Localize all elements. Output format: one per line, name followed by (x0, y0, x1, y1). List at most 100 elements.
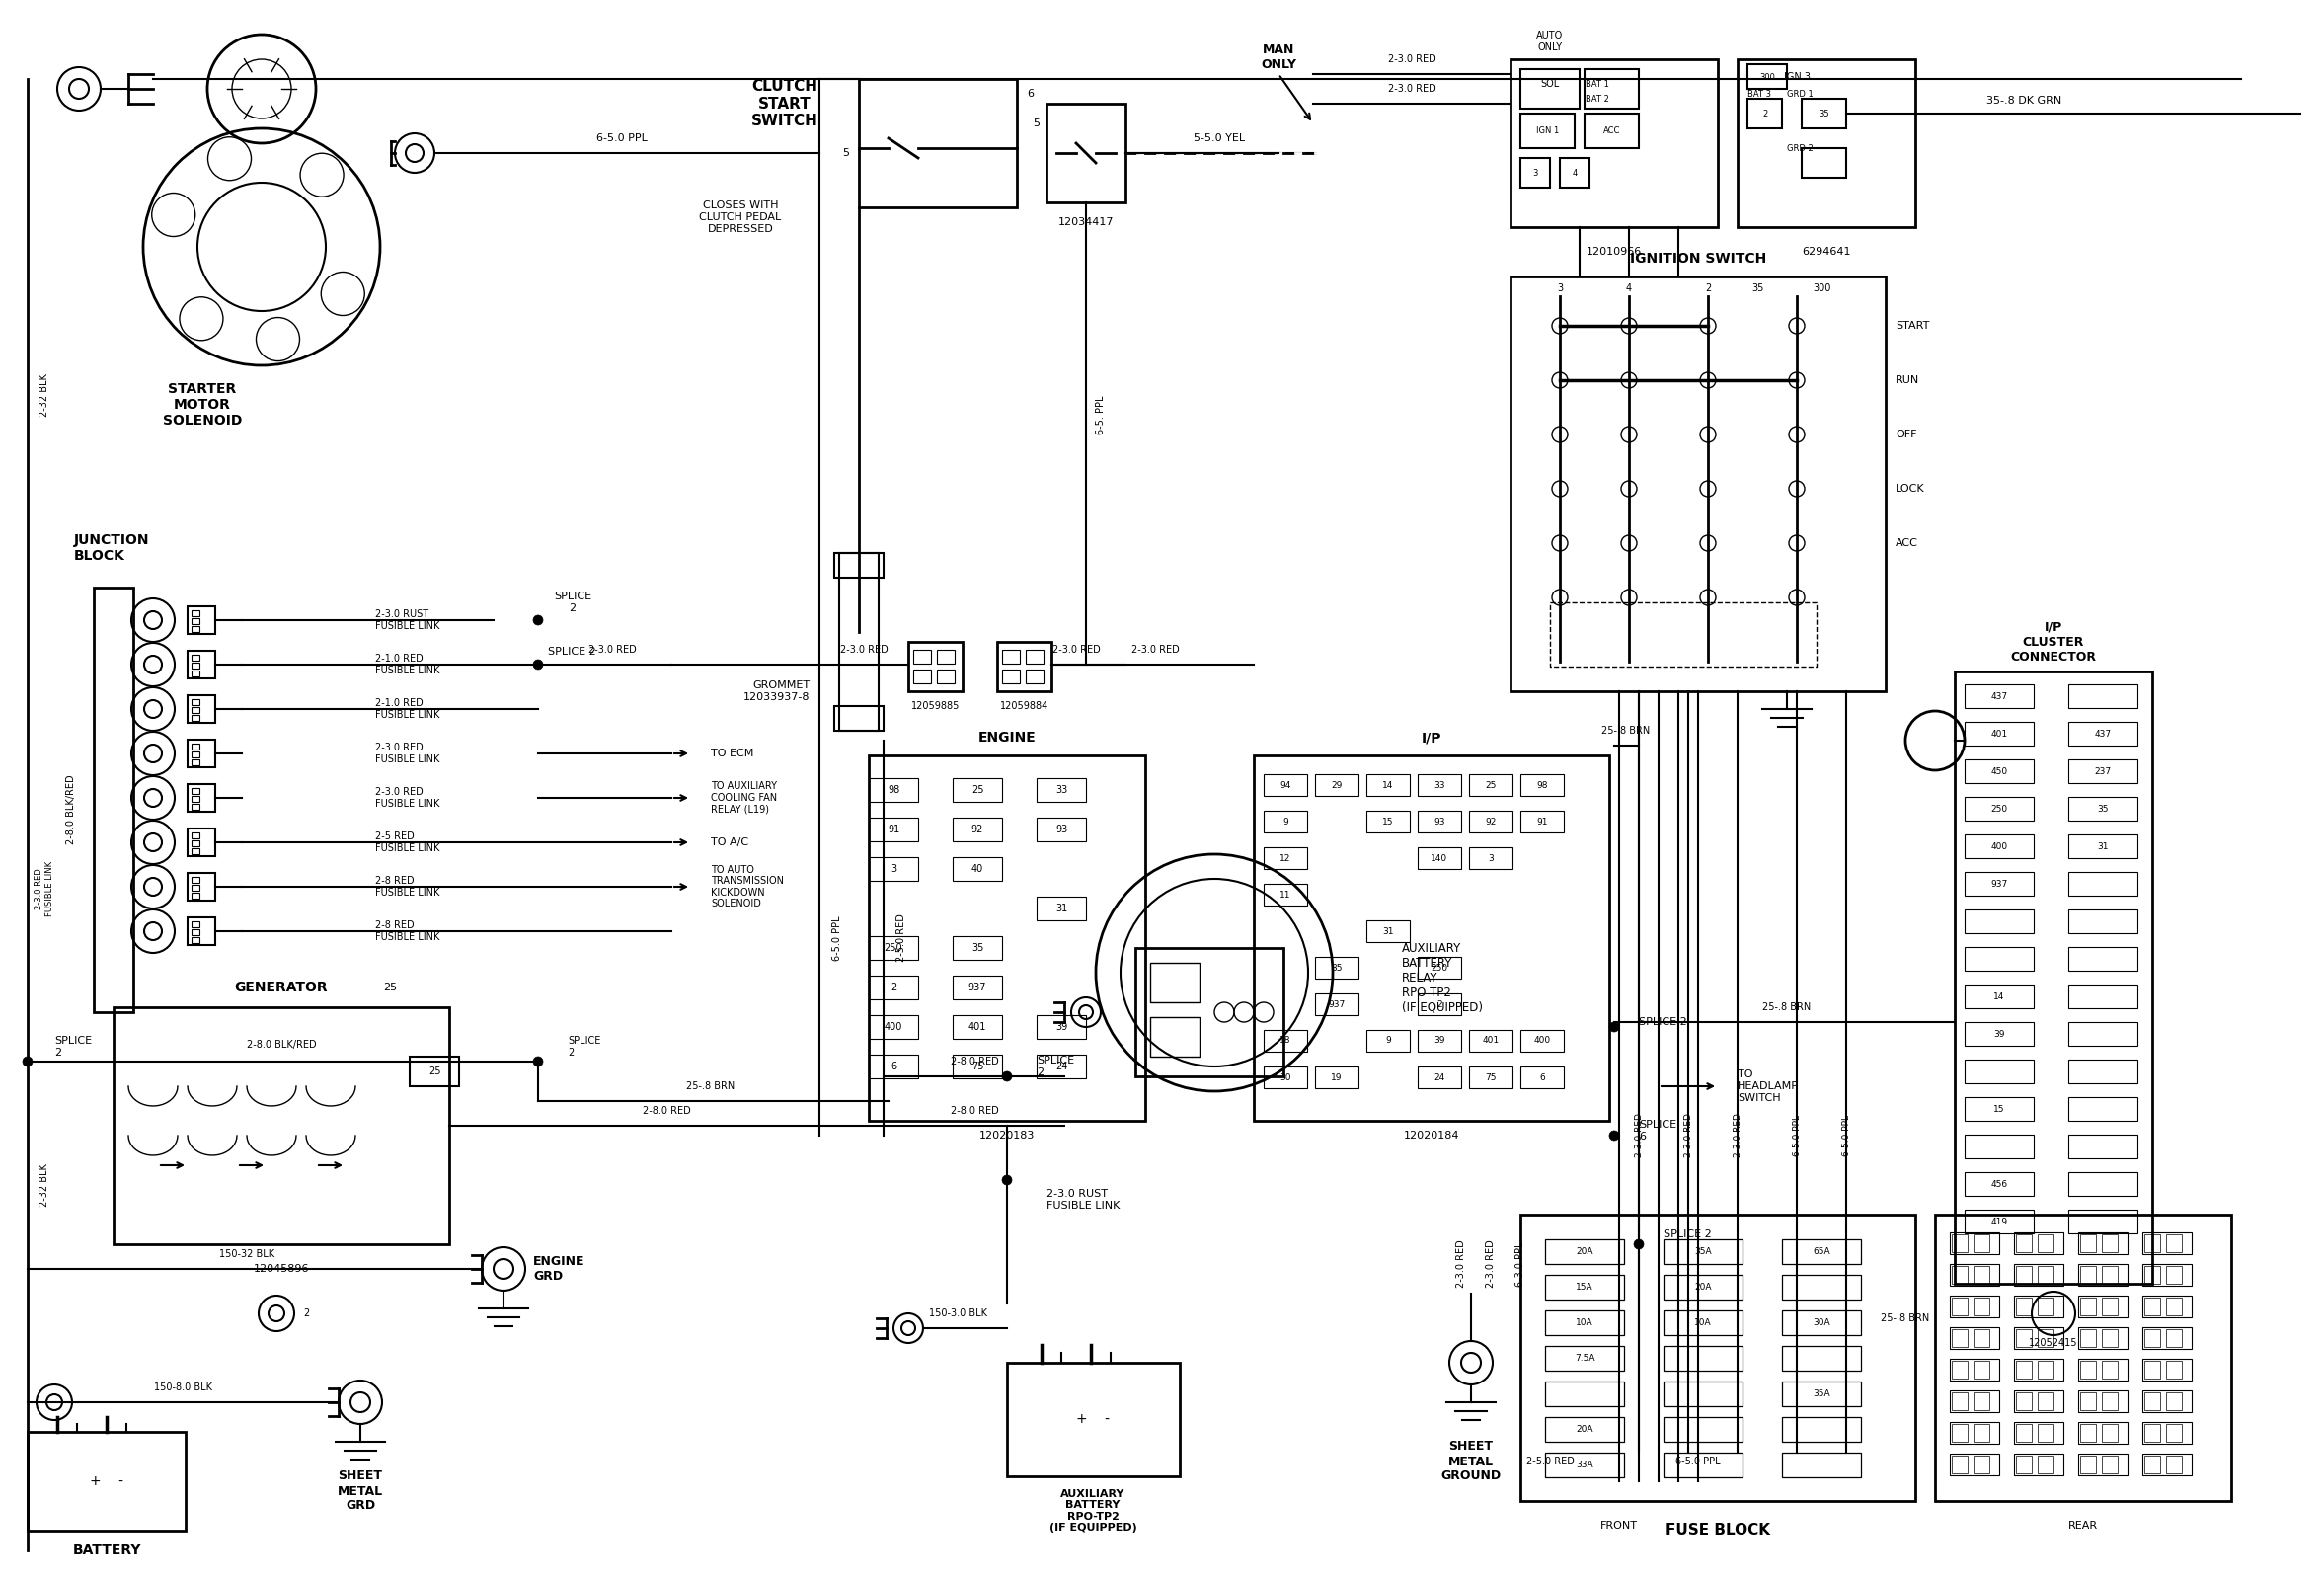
Bar (1545, 1311, 1624, 1336)
Bar (191, 788, 200, 794)
Bar (191, 804, 200, 810)
Bar (2143, 1328, 2192, 1348)
Text: 419: 419 (1992, 1217, 2008, 1225)
Bar (1037, 778, 1085, 802)
Bar (860, 79, 1018, 207)
Bar (2015, 1456, 2031, 1473)
Bar (191, 671, 200, 676)
Bar (937, 669, 955, 684)
Bar (953, 818, 1002, 842)
Text: 30: 30 (1281, 1072, 1292, 1082)
Bar (1964, 1097, 2034, 1121)
Bar (2080, 1393, 2096, 1410)
Text: 2-5 RED
FUSIBLE LINK: 2-5 RED FUSIBLE LINK (374, 832, 439, 853)
Text: SHEET
METAL
GRD: SHEET METAL GRD (337, 1470, 383, 1513)
Bar (997, 643, 1050, 692)
Text: 3: 3 (1557, 283, 1562, 294)
Circle shape (1701, 589, 1715, 605)
Bar (2145, 1235, 2159, 1252)
Bar (2166, 1298, 2182, 1315)
Bar (191, 921, 200, 927)
Text: 2-3.0 RED: 2-3.0 RED (1053, 644, 1099, 655)
Text: 12034417: 12034417 (1057, 218, 1113, 227)
Bar (1936, 1214, 2231, 1502)
Bar (191, 655, 200, 660)
Text: 437: 437 (2094, 729, 2110, 737)
Bar (2068, 1097, 2138, 1121)
Text: 33: 33 (1055, 785, 1067, 794)
Bar (2101, 1456, 2117, 1473)
Bar (2015, 1454, 2064, 1475)
Bar (2078, 1265, 2126, 1285)
Bar (2068, 947, 2138, 971)
Text: FUSE BLOCK: FUSE BLOCK (1666, 1524, 1771, 1538)
Text: 93: 93 (1434, 818, 1446, 826)
Text: 12045896: 12045896 (253, 1265, 309, 1274)
Text: 401: 401 (969, 1022, 985, 1033)
Text: 6: 6 (890, 1061, 897, 1072)
Bar (1952, 1298, 1968, 1315)
Bar (2038, 1361, 2054, 1378)
Text: OFF: OFF (1896, 429, 1917, 439)
Bar (1418, 1066, 1462, 1088)
Text: 35A: 35A (1694, 1247, 1713, 1255)
Bar (2078, 1232, 2126, 1254)
Text: 20A: 20A (1576, 1247, 1594, 1255)
Bar (2145, 1298, 2159, 1315)
Bar (1964, 759, 2034, 783)
Bar (1418, 774, 1462, 796)
Text: 93: 93 (1055, 824, 1067, 834)
Text: 6-5.0 PPL: 6-5.0 PPL (1841, 1115, 1850, 1156)
Text: 2-3.0 RED: 2-3.0 RED (1485, 1240, 1497, 1288)
Bar (1964, 1060, 2034, 1083)
Text: 3: 3 (1532, 169, 1538, 177)
Bar (1559, 158, 1590, 188)
Text: 456: 456 (1992, 1180, 2008, 1189)
Bar (1469, 810, 1513, 832)
Circle shape (1634, 1240, 1643, 1249)
Bar (1973, 1456, 1989, 1473)
Circle shape (1789, 373, 1806, 388)
Text: ACC: ACC (1604, 126, 1620, 134)
Bar (1037, 818, 1085, 842)
Bar (1664, 1274, 1743, 1300)
Text: 33: 33 (1434, 780, 1446, 790)
Text: 9: 9 (1283, 818, 1287, 826)
Bar (1950, 1265, 1999, 1285)
Text: 2: 2 (302, 1309, 309, 1318)
Text: 9: 9 (1385, 1036, 1392, 1045)
Bar (191, 876, 200, 883)
Text: 91: 91 (1536, 818, 1548, 826)
Bar (2015, 1391, 2064, 1412)
Bar (2145, 1393, 2159, 1410)
Text: 65A: 65A (1813, 1247, 1831, 1255)
Bar (2015, 1296, 2064, 1317)
Bar (2038, 1456, 2054, 1473)
Text: GROMMET
12033937-8: GROMMET 12033937-8 (744, 681, 809, 703)
Circle shape (1552, 535, 1569, 551)
Bar (191, 707, 200, 714)
Text: RUN: RUN (1896, 376, 1920, 385)
Bar (2143, 1391, 2192, 1412)
Text: 33A: 33A (1576, 1461, 1594, 1468)
Circle shape (1002, 1175, 1011, 1184)
Bar (2068, 1060, 2138, 1083)
Bar (2038, 1330, 2054, 1347)
Circle shape (1701, 482, 1715, 497)
Text: 2-3.0 RED: 2-3.0 RED (839, 644, 888, 655)
Text: 25-.8 BRN: 25-.8 BRN (1880, 1314, 1929, 1323)
Circle shape (1701, 317, 1715, 333)
Text: GENERATOR: GENERATOR (235, 981, 328, 995)
Text: SPLICE
2: SPLICE 2 (53, 1036, 93, 1058)
Bar (1783, 1311, 1862, 1336)
Bar (1418, 993, 1462, 1015)
Bar (2080, 1424, 2096, 1442)
Text: 2-8 RED
FUSIBLE LINK: 2-8 RED FUSIBLE LINK (374, 876, 439, 897)
Text: 35: 35 (1752, 283, 1764, 294)
Bar (937, 651, 955, 663)
Bar (1952, 1266, 1968, 1284)
Bar (1315, 1066, 1360, 1088)
Text: IGNITION SWITCH: IGNITION SWITCH (1629, 251, 1766, 265)
Text: CLOSES WITH
CLUTCH PEDAL
DEPRESSED: CLOSES WITH CLUTCH PEDAL DEPRESSED (700, 201, 781, 234)
Text: TO A/C: TO A/C (711, 837, 748, 848)
